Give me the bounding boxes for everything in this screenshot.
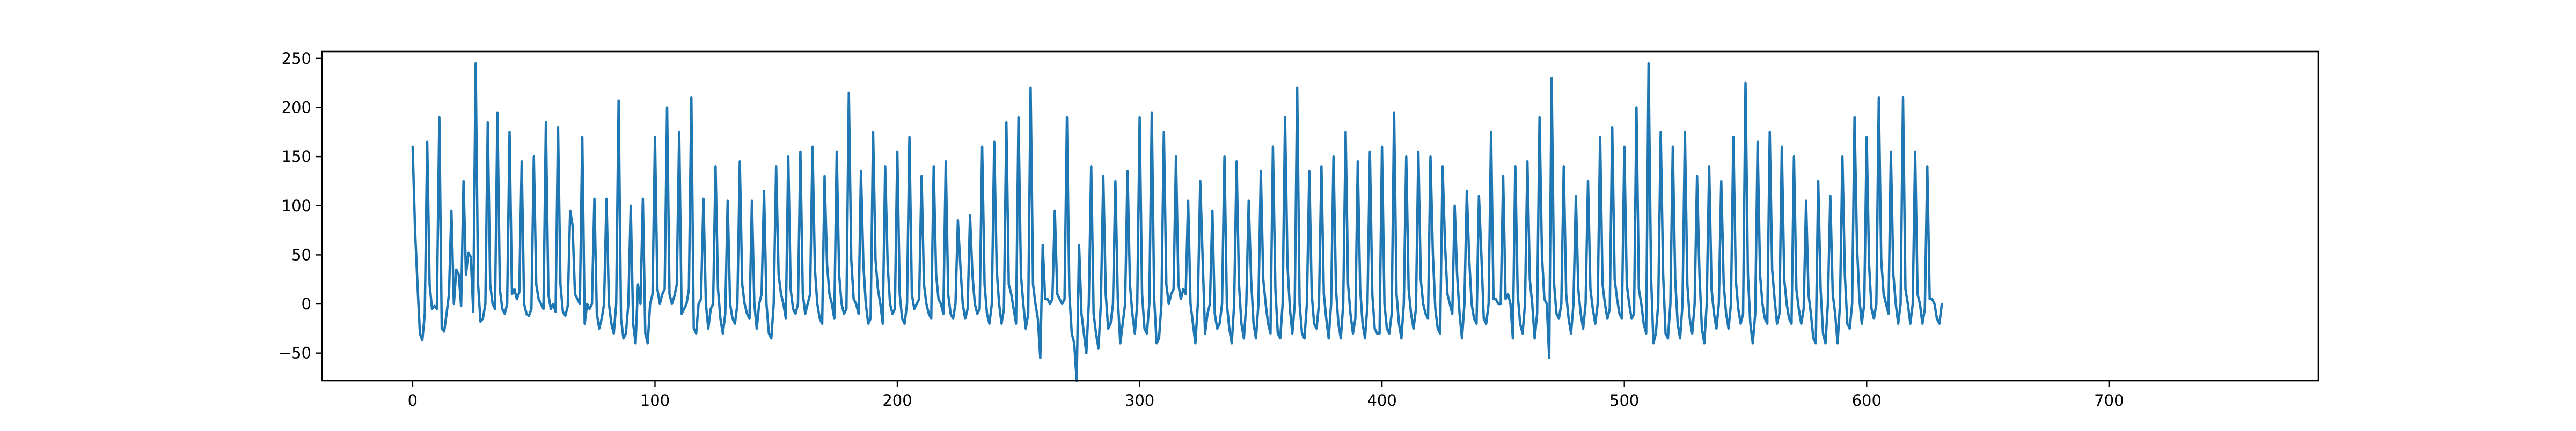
x-tick-label: 700 [2094, 391, 2124, 410]
plot-area-frame [321, 50, 2319, 382]
x-tick-label: 300 [1125, 391, 1154, 410]
series-line [411, 62, 1943, 382]
x-tick-label: 500 [1609, 391, 1639, 410]
y-tick-label: 50 [291, 246, 311, 264]
y-tick-label: −50 [279, 344, 311, 362]
y-tick-label: 200 [282, 98, 311, 116]
x-tick-label: 100 [640, 391, 670, 410]
x-tick-label: 200 [882, 391, 912, 410]
y-tick-label: 150 [282, 147, 311, 166]
x-tick-label: 0 [408, 391, 418, 410]
y-axis: −50 0 50 100 150 200 250 [279, 49, 322, 362]
y-tick-label: 250 [282, 49, 311, 68]
x-tick-label: 400 [1367, 391, 1396, 410]
y-tick-label: 0 [302, 295, 311, 313]
x-axis: 0 100 200 300 400 500 600 700 [408, 381, 2124, 410]
y-tick-label: 100 [282, 197, 311, 215]
x-tick-label: 600 [1852, 391, 1882, 410]
